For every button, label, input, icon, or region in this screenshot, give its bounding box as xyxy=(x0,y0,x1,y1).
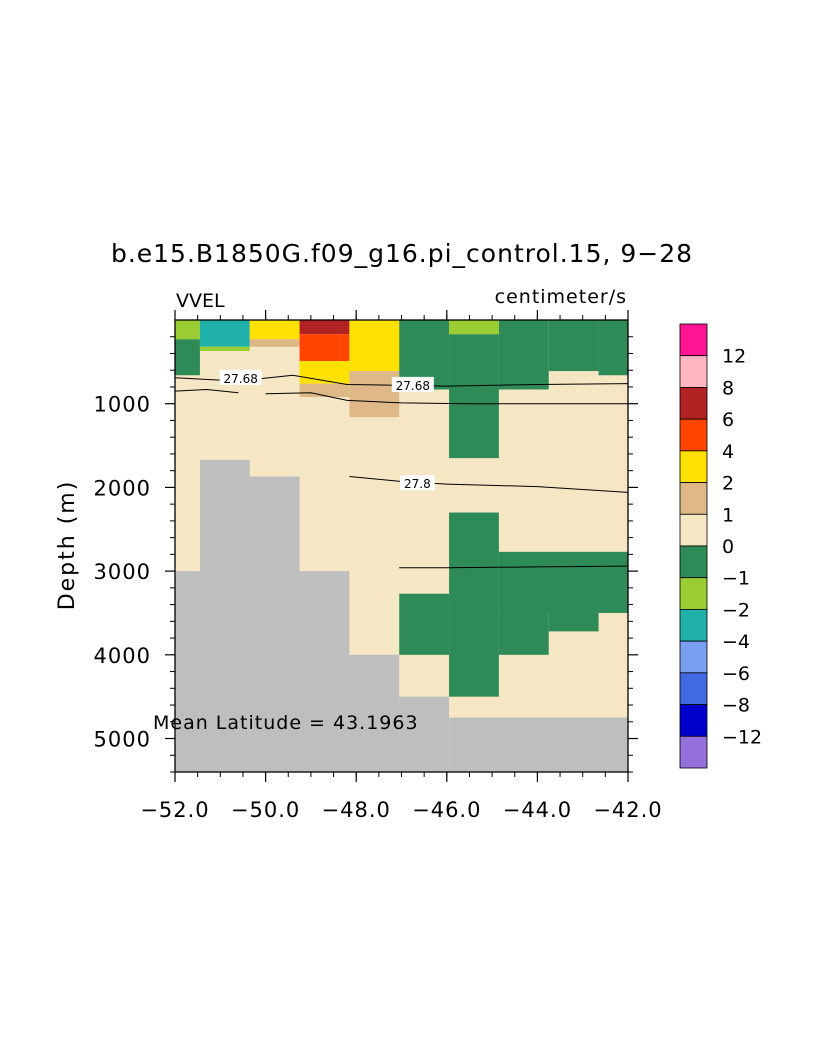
y-axis-label: Depth (m) xyxy=(55,480,80,611)
y-tick-label-1: 2000 xyxy=(94,476,151,500)
colorbar-swatch-4 xyxy=(679,450,708,483)
contour-label-bg-0 xyxy=(219,369,262,385)
heatmap-cell-16 xyxy=(548,320,599,372)
colorbar-swatch-13 xyxy=(679,735,708,769)
contour-line-1 xyxy=(174,388,239,394)
colorbar-label-9: −4 xyxy=(722,631,750,653)
land-column-3 xyxy=(299,571,350,772)
colorbar-label-2: 6 xyxy=(722,409,734,431)
heatmap-cell-20 xyxy=(399,593,450,655)
chart-title: b.e15.B1850G.f09_g16.pi_control.15, 9−28 xyxy=(111,239,693,268)
colorbar-swatch-6 xyxy=(679,513,708,547)
heatmap-cell-3 xyxy=(199,346,250,351)
contour-line-3 xyxy=(349,476,629,493)
y-tick-label-0: 1000 xyxy=(94,393,151,417)
land-column-2 xyxy=(249,476,300,772)
axes: −52.0 −50.0 −48.0 −46.0 −44.0 −42.0 1000 2000 30… xyxy=(94,310,662,822)
x-tick-label-0: −52.0 xyxy=(140,798,209,822)
heatmap-cell-19 xyxy=(498,551,628,613)
x-tick-label-4: −44.0 xyxy=(503,798,572,822)
y-tick-label-2: 3000 xyxy=(94,560,151,584)
contour-label-0: 27.68 xyxy=(224,372,258,386)
contour-lines: 27.68 27.68 27.8 xyxy=(174,369,629,569)
heatmap-cell-4 xyxy=(249,320,300,340)
colorbar-swatch-1 xyxy=(679,355,708,388)
colorbar-swatch-8 xyxy=(679,577,708,610)
colorbar-swatch-3 xyxy=(679,418,708,452)
colorbar-swatch-12 xyxy=(679,704,708,737)
mean-latitude-annotation: Mean Latitude = 43.1963 xyxy=(153,712,419,734)
colorbar: 12 8 6 4 2 1 0 −1 −2 −4 −6 −8 −12 xyxy=(679,323,762,769)
colorbar-label-11: −8 xyxy=(722,695,750,717)
contour-label-bg-1 xyxy=(391,376,434,392)
y-tick-label-4: 5000 xyxy=(94,728,151,752)
heatmap-cell-15 xyxy=(498,320,549,390)
heatmap-cell-22 xyxy=(548,612,599,632)
colorbar-label-1: 8 xyxy=(722,377,734,399)
colorbar-label-0: 12 xyxy=(722,346,746,368)
land-column-4 xyxy=(349,654,400,772)
heatmap-cell-8 xyxy=(299,361,350,384)
heatmap-cell-10 xyxy=(349,320,400,372)
colorbar-label-6: 0 xyxy=(722,536,734,558)
colorbar-swatch-10 xyxy=(679,640,708,674)
plot-area xyxy=(175,320,628,772)
x-tick-label-3: −46.0 xyxy=(412,798,481,822)
colorbar-label-5: 1 xyxy=(722,504,734,526)
x-tick-label-1: −50.0 xyxy=(231,798,300,822)
heatmap-cell-21 xyxy=(498,612,549,655)
land-column-5 xyxy=(399,696,450,772)
land-column-0 xyxy=(175,571,200,772)
contour-label-1: 27.68 xyxy=(396,379,430,393)
colorbar-swatch-2 xyxy=(679,387,708,420)
heatmap-cell-17 xyxy=(598,320,628,376)
land-column-1 xyxy=(199,459,250,772)
heatmap-cell-6 xyxy=(299,320,350,335)
colorbar-swatch-11 xyxy=(679,672,708,705)
y-tick-label-3: 4000 xyxy=(94,644,151,668)
colorbar-swatch-7 xyxy=(679,545,708,579)
x-tick-label-2: −48.0 xyxy=(322,798,391,822)
colorbar-label-4: 2 xyxy=(722,473,734,495)
units-label: centimeter/s xyxy=(495,286,627,308)
colorbar-swatch-5 xyxy=(679,482,708,515)
heatmap-cell-11 xyxy=(349,371,400,418)
heatmap-cell-1 xyxy=(175,339,200,376)
colorbar-swatch-9 xyxy=(679,609,708,642)
variable-label: VVEL xyxy=(176,290,225,312)
heatmap-cell-5 xyxy=(249,339,300,347)
x-tick-label-5: −42.0 xyxy=(593,798,662,822)
colorbar-swatch-0 xyxy=(679,323,708,357)
colorbar-label-7: −1 xyxy=(722,568,750,590)
heatmap-cell-14 xyxy=(449,334,499,459)
contour-label-bg-3 xyxy=(399,475,435,491)
heatmap-cell-9 xyxy=(299,383,350,398)
heatmap-cell-13 xyxy=(449,320,499,335)
colorbar-label-3: 4 xyxy=(722,441,734,463)
contour-line-4 xyxy=(399,565,629,569)
heatmap-cell-18 xyxy=(449,512,499,697)
land-column-6 xyxy=(449,717,628,772)
colorbar-label-8: −2 xyxy=(722,599,750,621)
heatmap-cell-2 xyxy=(199,320,250,347)
colorbar-label-12: −12 xyxy=(722,726,762,748)
colorbar-label-10: −6 xyxy=(722,663,750,685)
contour-line-2 xyxy=(265,392,628,405)
heatmap-cell-7 xyxy=(299,334,350,362)
contour-label-3: 27.8 xyxy=(404,477,431,491)
heatmap-cell-0 xyxy=(175,320,200,340)
